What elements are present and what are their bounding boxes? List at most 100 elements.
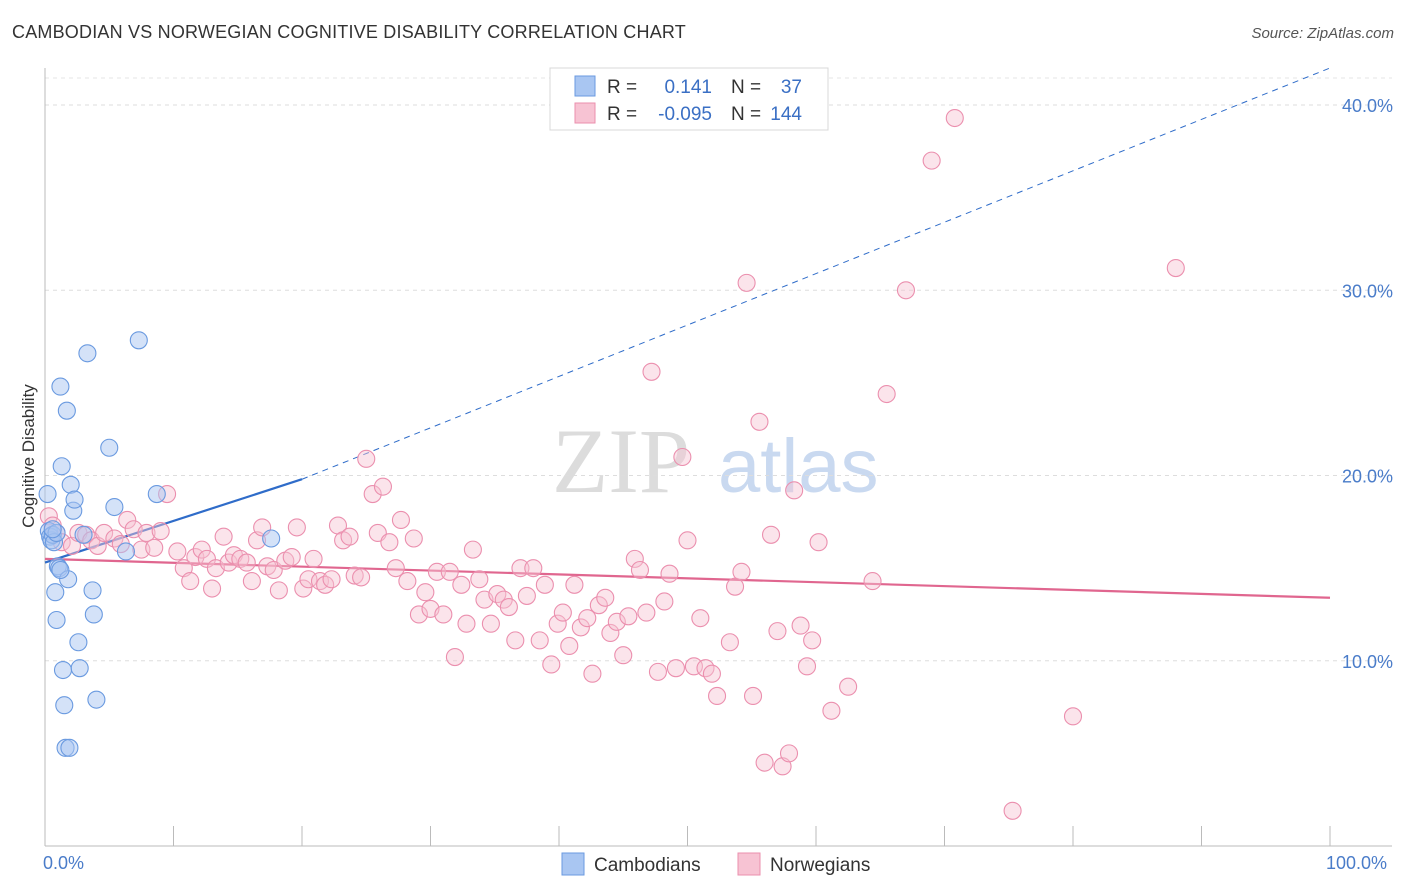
top-legend-box	[549, 67, 829, 131]
bottom-legend-label-norwegians: Norwegians	[770, 855, 870, 876]
legend-n-value-cambodian: 37	[781, 77, 802, 98]
norwegian-point-17	[151, 522, 170, 541]
cambodian-point-25	[83, 581, 102, 600]
norwegian-point-25	[203, 579, 222, 598]
norwegian-point-98	[630, 560, 650, 580]
norwegian-point-132	[896, 281, 916, 300]
norwegian-point-32	[242, 572, 261, 591]
norwegian-point-91	[589, 596, 608, 615]
norwegian-point-136	[1063, 707, 1083, 726]
norwegian-point-31	[237, 553, 256, 572]
norwegian-point-23	[192, 540, 211, 559]
axes	[44, 68, 1392, 847]
cambodian-point-17	[60, 738, 79, 757]
norwegian-point-127	[809, 533, 828, 552]
x-tick-min: 0.0%	[43, 853, 84, 873]
norwegian-point-118	[755, 753, 774, 772]
norwegian-point-93	[601, 623, 620, 643]
norwegian-point-59	[398, 572, 417, 591]
norwegian-point-39	[282, 547, 301, 567]
norwegian-point-99	[637, 603, 656, 622]
legend-n-label-norwegian: N =	[731, 104, 761, 125]
legend-swatch-cambodian	[574, 75, 596, 97]
norwegian-point-125	[797, 657, 817, 676]
x-tick-max: 100.0%	[1326, 853, 1387, 873]
norwegian-point-122	[779, 744, 799, 763]
norwegian-point-103	[660, 564, 679, 583]
norwegian-point-80	[524, 559, 543, 578]
cambodian-point-35	[51, 560, 70, 580]
chart-title: CAMBODIAN VS NORWEGIAN COGNITIVE DISABIL…	[12, 22, 686, 42]
bottom-legend-swatch-cambodians	[561, 852, 585, 876]
bottom-legend-label-cambodians: Cambodians	[594, 855, 701, 876]
norwegian-point-83	[542, 655, 561, 674]
cambodian-point-6	[46, 583, 65, 602]
norwegian-point-117	[750, 412, 769, 431]
watermark-zip: ZIP	[552, 410, 690, 512]
norwegian-point-66	[440, 562, 459, 581]
cambodian-point-21	[69, 633, 88, 652]
norwegian-point-70	[463, 540, 482, 559]
norwegian-point-123	[785, 481, 804, 500]
legend-n-value-norwegian: 144	[770, 104, 802, 125]
norwegian-point-22	[186, 547, 205, 567]
watermark: ZIP atlas	[552, 410, 879, 512]
norwegian-point-105	[673, 447, 692, 467]
y-tick-label-3: 40.0%	[1342, 96, 1393, 116]
norwegian-point-79	[517, 586, 536, 605]
norwegian-point-97	[625, 549, 644, 568]
norwegian-point-41	[294, 579, 313, 598]
norwegian-point-112	[720, 633, 739, 652]
cambodian-point-33	[262, 529, 281, 548]
cambodian-points	[38, 331, 281, 757]
legend-r-value-norwegian: -0.095	[658, 104, 712, 125]
norwegian-point-56	[380, 533, 399, 552]
norwegian-point-52	[357, 449, 376, 468]
legend-swatch-norwegian	[574, 102, 596, 124]
y-axis-label: Cognitive Disability	[19, 384, 38, 528]
norwegian-point-76	[499, 597, 518, 617]
norwegian-point-64	[427, 562, 446, 581]
y-tick-label-1: 20.0%	[1342, 467, 1393, 487]
norwegian-point-106	[678, 531, 697, 550]
norwegian-point-37	[269, 581, 288, 600]
norwegian-points	[39, 108, 1185, 820]
norwegian-point-21	[181, 572, 200, 591]
norwegian-point-69	[457, 614, 476, 633]
norwegian-point-62	[416, 583, 435, 602]
trendlines	[44, 67, 1331, 599]
cambodian-point-30	[116, 542, 136, 561]
norwegian-point-53	[363, 484, 382, 504]
grid	[45, 77, 1392, 662]
cambodian-point-12	[53, 660, 73, 680]
cambodian-point-32	[147, 484, 166, 504]
norwegian-point-89	[578, 609, 597, 628]
norwegian-point-61	[409, 605, 428, 624]
norwegian-point-43	[304, 549, 323, 568]
norwegian-point-73	[481, 614, 500, 633]
source-label: Source: ZipAtlas.com	[1251, 25, 1394, 42]
norwegian-point-133	[922, 151, 941, 170]
norwegian-point-19	[168, 542, 187, 561]
norwegian-point-110	[702, 664, 721, 683]
norwegian-point-40	[287, 518, 306, 537]
norwegian-point-115	[737, 273, 756, 292]
cambodian-point-18	[61, 475, 80, 494]
norwegian-point-101	[648, 662, 667, 681]
norwegian-point-107	[684, 657, 703, 676]
norwegian-point-129	[839, 677, 858, 696]
norwegian-point-131	[877, 384, 896, 404]
cambodian-point-7	[47, 610, 66, 630]
legend-n-label-cambodian: N =	[731, 77, 761, 98]
norwegian-point-88	[571, 618, 590, 637]
norwegian-point-114	[732, 562, 751, 581]
norwegian-point-116	[743, 686, 763, 706]
norwegian-point-68	[452, 575, 471, 594]
norwegian-point-15	[137, 523, 156, 542]
norwegian-point-90	[583, 664, 602, 683]
norwegian-point-82	[535, 575, 554, 594]
norwegian-point-100	[642, 362, 661, 381]
cambodian-trend-dashed	[301, 67, 1331, 480]
norwegian-point-78	[511, 559, 530, 578]
